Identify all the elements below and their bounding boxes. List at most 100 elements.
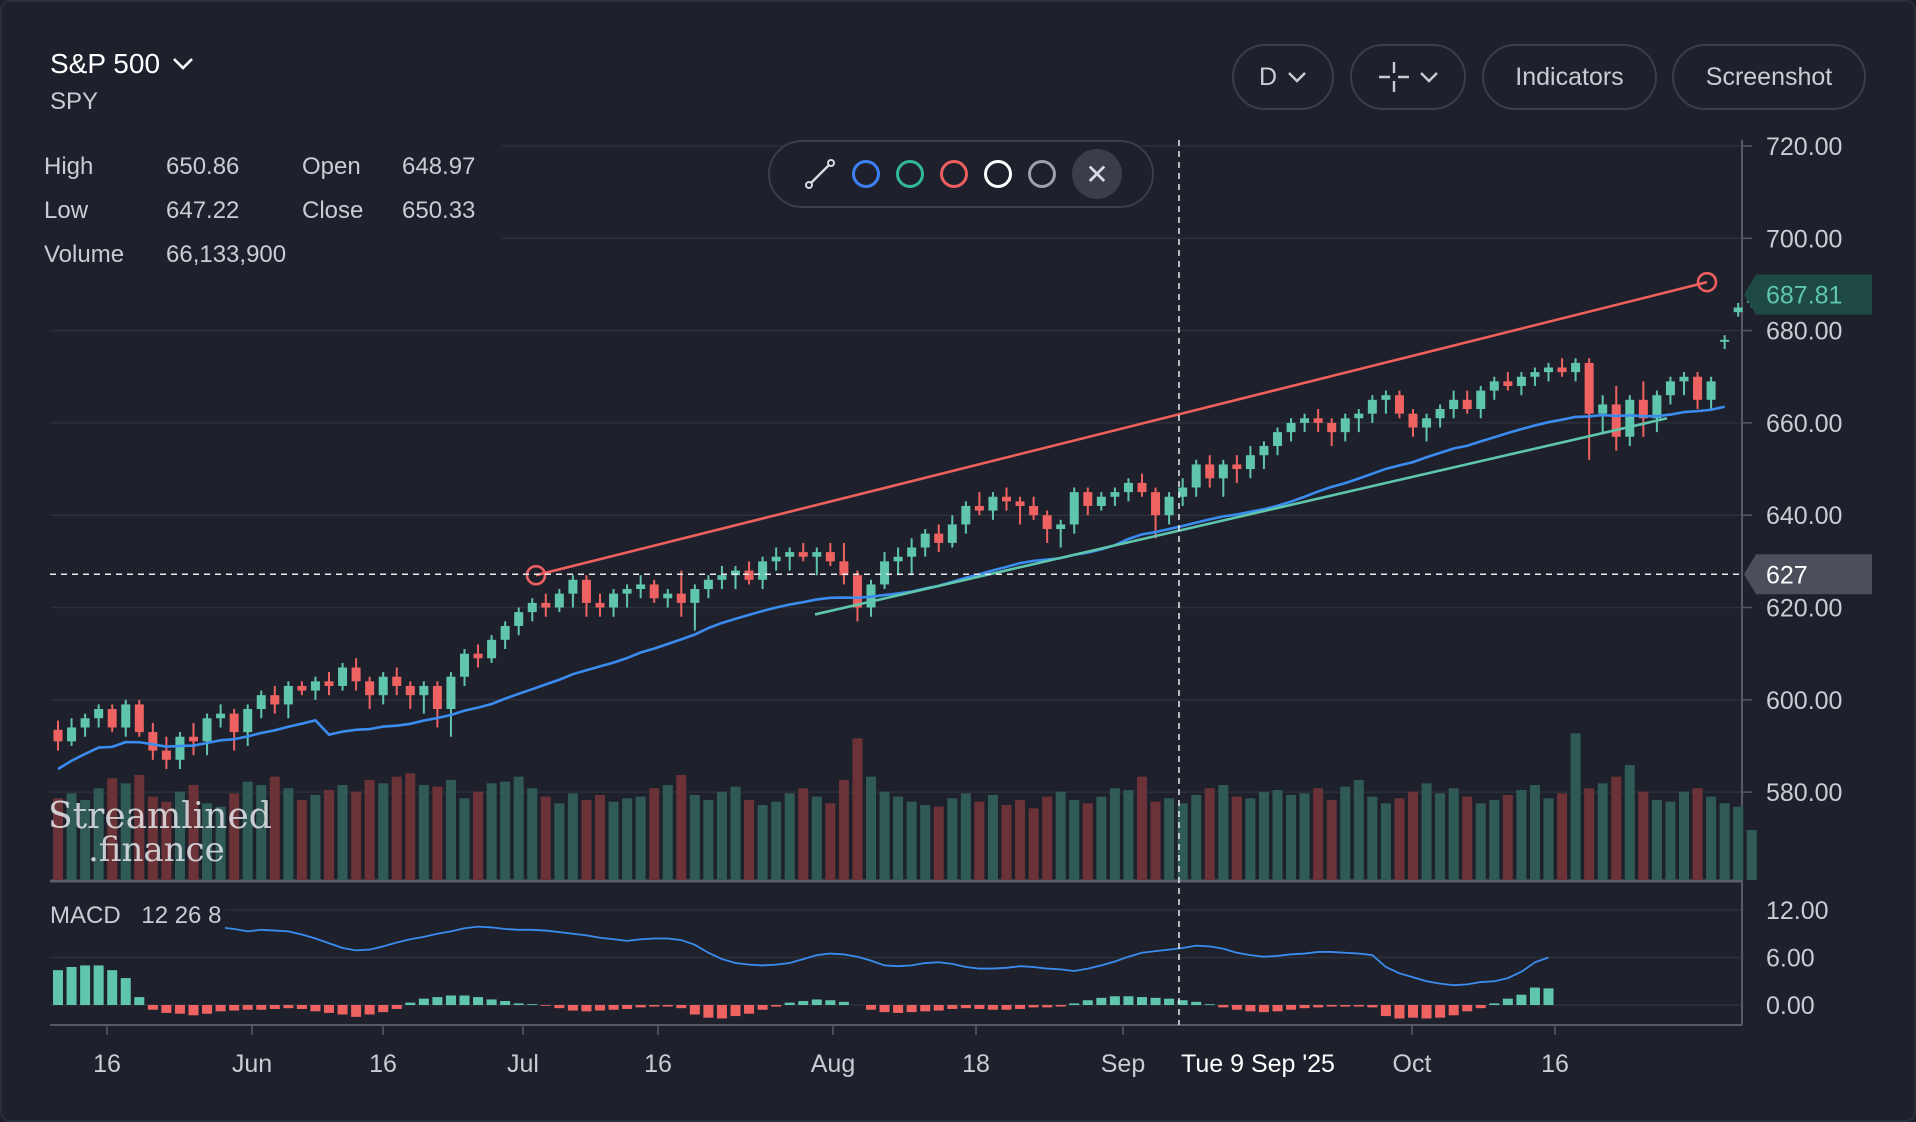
- color-swatch-green[interactable]: [896, 160, 924, 188]
- candle-body: [1503, 381, 1513, 386]
- candle-body: [703, 579, 713, 590]
- candle-body: [473, 653, 483, 659]
- candle-body: [419, 685, 429, 696]
- candle-body: [947, 524, 957, 543]
- macd-histogram-bar: [920, 1005, 931, 1012]
- candle-body: [1137, 482, 1147, 493]
- low-value: 647.22: [166, 197, 240, 224]
- trendline-handle: [1696, 271, 1718, 293]
- volume-bar: [744, 800, 755, 880]
- color-swatch-white[interactable]: [984, 160, 1012, 188]
- volume-bar: [1367, 796, 1378, 880]
- interval-button[interactable]: D: [1232, 44, 1334, 110]
- macd-params: 12 26 8: [141, 902, 222, 929]
- macd-histogram-bar: [1448, 1005, 1459, 1016]
- crosshair-mode-button[interactable]: [1350, 44, 1466, 110]
- symbol-selector[interactable]: S&P 500: [50, 48, 194, 80]
- macd-histogram-bar: [974, 1005, 985, 1009]
- macd-histogram-bar: [459, 995, 470, 1005]
- macd-histogram-bar: [1475, 1005, 1486, 1009]
- close-icon[interactable]: ✕: [1072, 149, 1122, 199]
- macd-histogram-bar: [676, 1005, 687, 1009]
- candle-body: [1340, 418, 1350, 433]
- macd-histogram-bar: [1015, 1005, 1026, 1009]
- volume-bar: [1394, 798, 1405, 880]
- candle-body: [67, 727, 77, 742]
- candle-body: [432, 685, 442, 710]
- candle-body: [581, 579, 591, 603]
- candle-body: [310, 681, 320, 691]
- volume-bar: [757, 805, 768, 880]
- macd-histogram-bar: [716, 1005, 727, 1019]
- chevron-down-icon: [1420, 72, 1438, 83]
- candle-body: [1083, 492, 1093, 506]
- candle-body: [1259, 445, 1269, 456]
- last-price-label: 687.81: [1766, 282, 1842, 310]
- volume-bar: [174, 791, 185, 880]
- macd-histogram-bar: [1028, 1005, 1039, 1008]
- macd-histogram-bar: [622, 1005, 633, 1009]
- macd-histogram-bar: [866, 1005, 876, 1010]
- candle-body: [134, 704, 144, 733]
- volume-bar: [1516, 790, 1527, 880]
- volume-bar: [1719, 803, 1730, 880]
- volume-bar: [215, 806, 226, 880]
- indicators-button[interactable]: Indicators: [1482, 44, 1657, 110]
- macd-line: [57, 905, 1549, 987]
- candle-body: [731, 570, 740, 576]
- candle-body: [690, 589, 700, 603]
- volume-bar: [1408, 791, 1418, 880]
- candle-body: [216, 713, 226, 719]
- volume-bar: [730, 786, 741, 880]
- macd-legend: MACD 12 26 8: [44, 900, 226, 932]
- candle-body: [1720, 339, 1730, 342]
- color-swatch-gray[interactable]: [1028, 160, 1056, 188]
- volume-bar: [947, 798, 958, 880]
- volume-bar: [1123, 790, 1134, 880]
- candle-body: [1015, 501, 1025, 506]
- volume-bar: [310, 795, 321, 880]
- volume-bar: [391, 776, 402, 880]
- macd-histogram-bar: [1529, 987, 1540, 1005]
- candle-body: [175, 736, 185, 760]
- volume-bar: [1096, 796, 1107, 880]
- screenshot-button[interactable]: Screenshot: [1672, 44, 1866, 110]
- color-swatch-red[interactable]: [940, 160, 968, 188]
- volume-bar: [893, 796, 904, 880]
- candle-body: [1002, 496, 1011, 502]
- volume-bar: [1191, 795, 1202, 880]
- trendline-tool-icon[interactable]: [804, 158, 836, 190]
- volume-bar: [1624, 765, 1635, 880]
- candle-body: [256, 695, 266, 710]
- macd-histogram-bar: [1001, 1005, 1012, 1010]
- candle-body: [798, 552, 808, 557]
- candle-body: [1516, 376, 1526, 386]
- volume-bar: [1258, 791, 1269, 880]
- color-swatch-blue[interactable]: [852, 160, 880, 188]
- candle-body: [460, 653, 469, 677]
- macd-histogram-bar: [1299, 1005, 1310, 1009]
- macd-histogram-bar: [1353, 1005, 1364, 1007]
- macd-histogram-bar: [730, 1005, 741, 1017]
- volume-bar: [1421, 783, 1432, 880]
- macd-histogram-bar: [310, 1005, 321, 1012]
- candle-body: [1367, 399, 1377, 414]
- volume-bar: [459, 798, 470, 880]
- macd-histogram-bar: [825, 1000, 836, 1005]
- volume-bar: [825, 803, 836, 880]
- volume-bar: [1462, 796, 1473, 880]
- macd-histogram-bar: [649, 1005, 660, 1007]
- macd-histogram-bar: [798, 1001, 809, 1005]
- macd-histogram-bar: [1408, 1005, 1418, 1018]
- chevron-down-icon: [1288, 72, 1306, 83]
- candle-body: [405, 685, 415, 696]
- macd-histogram-bar: [771, 1005, 782, 1007]
- volume-bar: [1529, 785, 1540, 880]
- candle-body: [338, 667, 348, 686]
- candle-body: [880, 561, 890, 585]
- candle-body: [1164, 496, 1174, 516]
- macd-histogram-bar: [527, 1004, 538, 1005]
- volume-bar: [53, 798, 63, 880]
- volume-bar: [960, 793, 971, 880]
